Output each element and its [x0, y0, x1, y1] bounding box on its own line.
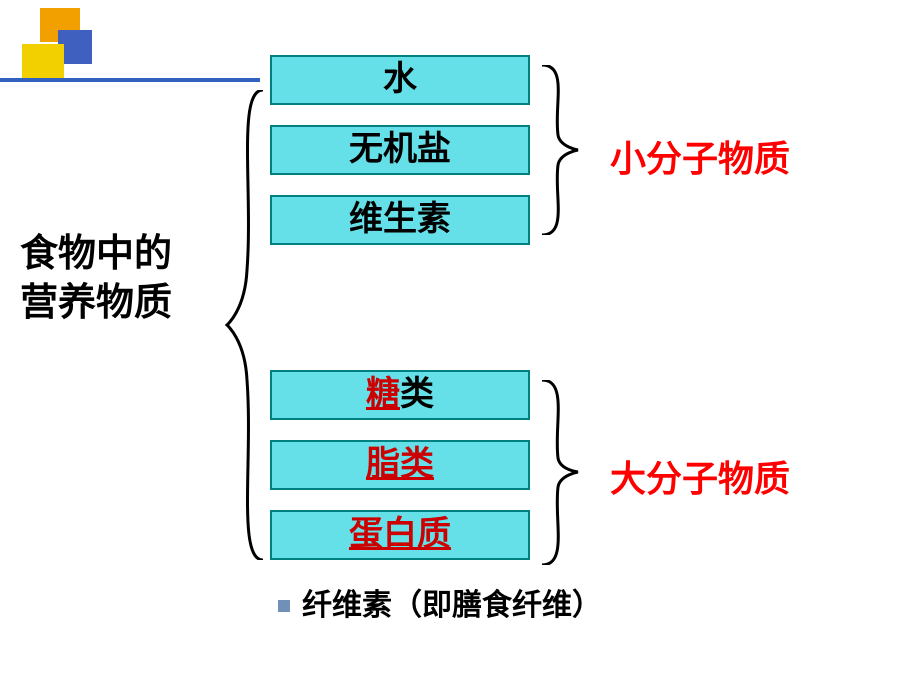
fiber-bullet-line: 纤维素（即膳食纤维） — [278, 580, 602, 624]
right-brace-top — [540, 65, 580, 235]
nutrient-text: 水 — [383, 61, 417, 98]
main-title-line2: 营养物质 — [20, 282, 172, 324]
right-brace-top-path — [542, 65, 578, 235]
right-brace-bottom-path — [542, 380, 578, 565]
left-brace — [225, 90, 265, 560]
nutrient-text: 无机盐 — [349, 131, 451, 168]
corner-decoration — [0, 0, 260, 100]
nutrient-box-2: 维生素 — [270, 195, 530, 245]
main-title-line1: 食物中的 — [20, 233, 172, 275]
deco-square-yellow — [22, 44, 64, 82]
left-brace-path — [227, 90, 263, 560]
nutrient-box-5: 蛋白质 — [270, 510, 530, 560]
nutrient-text: 类 — [400, 376, 434, 413]
nutrient-box-4: 脂类 — [270, 440, 530, 490]
nutrient-text: 维生素 — [349, 201, 451, 238]
nutrient-box-0: 水 — [270, 55, 530, 105]
nutrient-box-3: 糖类 — [270, 370, 530, 420]
nutrient-box-1: 无机盐 — [270, 125, 530, 175]
nutrient-link[interactable]: 蛋白质 — [349, 516, 451, 553]
horizontal-rule — [0, 78, 260, 82]
right-brace-bottom — [540, 380, 580, 565]
fiber-bullet-text: 纤维素（即膳食纤维） — [302, 589, 602, 622]
nutrient-link[interactable]: 脂类 — [366, 446, 434, 483]
nutrient-link[interactable]: 糖 — [366, 376, 400, 413]
main-title: 食物中的 营养物质 — [20, 230, 172, 329]
group-label-small-molecule: 小分子物质 — [610, 130, 790, 182]
group-label-large-molecule: 大分子物质 — [610, 450, 790, 502]
bullet-square-icon — [278, 600, 290, 612]
